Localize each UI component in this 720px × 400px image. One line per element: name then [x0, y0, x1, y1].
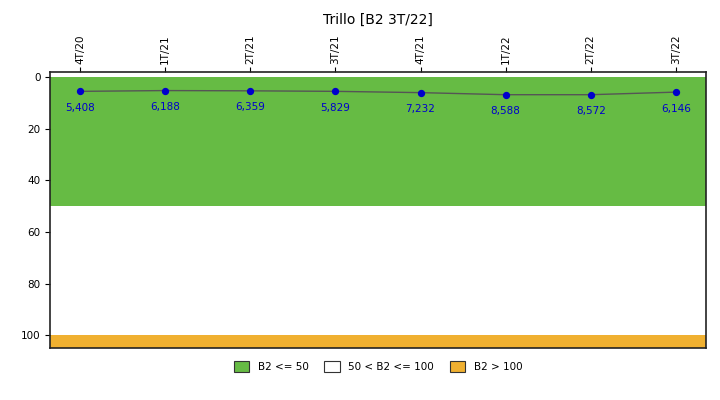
Point [670, 89, 682, 95]
Point [330, 88, 341, 94]
Text: 7,232: 7,232 [405, 104, 436, 114]
Title: Trillo [B2 3T/22]: Trillo [B2 3T/22] [323, 12, 433, 26]
Point [415, 90, 426, 96]
Bar [50, 335, 706, 348]
Text: 5,408: 5,408 [66, 103, 95, 113]
Point [585, 92, 596, 98]
Point [160, 87, 171, 94]
Text: 8,572: 8,572 [576, 106, 606, 116]
Text: 6,146: 6,146 [661, 104, 690, 114]
Point [245, 88, 256, 94]
Point [500, 92, 511, 98]
Text: 5,829: 5,829 [320, 103, 351, 113]
Bar [50, 206, 706, 335]
Text: 6,188: 6,188 [150, 102, 180, 112]
Point [74, 88, 86, 94]
Legend: B2 <= 50, 50 < B2 <= 100, B2 > 100: B2 <= 50, 50 < B2 <= 100, B2 > 100 [230, 357, 526, 376]
Text: 8,588: 8,588 [491, 106, 521, 116]
Text: 6,359: 6,359 [235, 102, 265, 112]
Bar [50, 77, 706, 206]
